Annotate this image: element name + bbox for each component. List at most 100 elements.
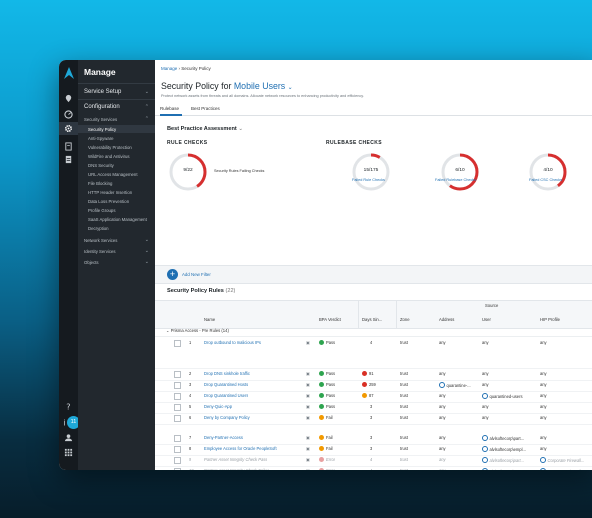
chevron-down-icon[interactable]: ⌄: [238, 126, 244, 132]
info-icon[interactable]: i: [62, 418, 68, 427]
table-row[interactable]: 10 Partner Asset Integrity Check Failed ▣ E…: [155, 466, 592, 470]
rule-name-link[interactable]: Drop Quarantined Hosts: [204, 382, 248, 387]
zone: trust: [400, 446, 408, 451]
sidebar-item-network-services[interactable]: Network Services: [84, 238, 118, 243]
main-content: Manage › Security Policy Security Policy…: [155, 60, 592, 470]
rule-name-link[interactable]: Partner Asset Integrity Check Failed: [204, 468, 269, 470]
column-bpa-verdict[interactable]: BPA Verdict: [319, 317, 341, 322]
row-checkbox[interactable]: [174, 446, 181, 453]
row-checkbox[interactable]: [174, 404, 181, 411]
table-row[interactable]: 7 Deny-Partner-Access ▣ Fail 3 trust any alvlso…: [155, 433, 592, 445]
add-filter-button[interactable]: +: [167, 269, 178, 280]
chevron-up-icon[interactable]: ⌃: [144, 104, 149, 110]
sidebar-item-http-header-insertion[interactable]: HTTP Header Insertion: [88, 190, 133, 195]
rule-name-link[interactable]: Deny-Quic-App: [204, 404, 232, 409]
bpa-verdict: Fail: [319, 415, 333, 420]
column-address[interactable]: Address: [439, 317, 455, 322]
table-row[interactable]: 4 Drop Quarantined Users ▣ Pass 87 trust any qu…: [155, 391, 592, 403]
failed-csc-checks-link[interactable]: Failed CSC Checks: [529, 178, 563, 182]
bpa-verdict: Pass: [319, 404, 335, 409]
chevron-down-icon[interactable]: ⌄: [144, 259, 149, 265]
chevron-down-icon[interactable]: ⌄: [144, 237, 149, 243]
table-row[interactable]: 3 Drop Quarantined Hosts ▣ Pass 259 trust quar…: [155, 380, 592, 392]
tab-rulebase[interactable]: Rulebase: [160, 106, 180, 111]
table-row[interactable]: 1 Drop outbound to malicious IPs ▣ Pass 4 tru…: [155, 338, 592, 369]
rule-name-link[interactable]: Deny-Partner-Access: [204, 435, 243, 440]
apps-grid-icon[interactable]: [64, 448, 73, 457]
sidebar-item-saas-app-management[interactable]: SaaS Application Management: [88, 217, 147, 222]
location-icon[interactable]: [64, 94, 73, 103]
sidebar-item-anti-spyware[interactable]: Anti-Spyware: [88, 136, 114, 141]
reports-icon[interactable]: [64, 155, 73, 164]
rule-name-link[interactable]: Employee Access for Oracle PeopleSoft: [204, 446, 277, 451]
row-checkbox[interactable]: [174, 393, 181, 400]
address: quarantine-...: [439, 382, 471, 388]
tab-best-practices[interactable]: Best Practices: [191, 106, 220, 111]
zone-text: trust: [400, 393, 408, 398]
rule-name-link-text: Drop DNS sinkhole traffic: [204, 371, 250, 376]
column-user[interactable]: User: [482, 317, 491, 322]
rule-number: 9: [189, 457, 191, 462]
table-row[interactable]: 5 Deny-Quic-App ▣ Pass 3 trust any any any: [155, 402, 592, 414]
scope-selector[interactable]: Mobile Users: [233, 81, 286, 91]
failed-rulebase-checks-link[interactable]: Failed Rulebase Checks: [435, 178, 477, 182]
column-days-since[interactable]: Days Sin...: [362, 317, 383, 322]
sidebar-item-data-loss-prevention[interactable]: Data Loss Prevention: [88, 199, 130, 204]
sidebar-item-url-access-management[interactable]: URL Access Management: [88, 172, 138, 177]
row-checkbox[interactable]: [174, 340, 181, 347]
table-row[interactable]: 6 Deny by Company Policy ▣ Fail 3 trust any any…: [155, 413, 592, 425]
sidebar-item-profile-groups[interactable]: Profile Groups: [88, 208, 116, 213]
notification-badge[interactable]: 11: [67, 416, 80, 429]
activity-icon[interactable]: [64, 142, 73, 151]
column-hip-profile[interactable]: HIP Profile: [540, 317, 560, 322]
rule-name-link[interactable]: Drop outbound to malicious IPs: [204, 340, 261, 345]
help-icon[interactable]: ?: [64, 402, 73, 411]
row-checkbox[interactable]: [174, 382, 181, 389]
dashboard-icon[interactable]: [64, 110, 73, 119]
row-checkbox[interactable]: [174, 457, 181, 464]
table-row[interactable]: 2 Drop DNS sinkhole traffic ▣ Pass 91 trust an…: [155, 369, 592, 381]
chevron-up-icon[interactable]: ⌃: [144, 116, 149, 122]
chevron-down-icon[interactable]: ⌄: [144, 248, 149, 254]
sidebar-item-wildfire-antivirus[interactable]: WildFire and Antivirus: [88, 154, 130, 159]
sidebar-item-security-services[interactable]: Security Services: [84, 117, 118, 122]
breadcrumb-link-manage[interactable]: Manage: [161, 66, 178, 71]
bpa-verdict-text: Error: [326, 457, 336, 462]
row-checkbox[interactable]: [174, 435, 181, 442]
sidebar-item-objects[interactable]: Objects: [84, 260, 99, 265]
column-name[interactable]: Name: [204, 317, 216, 322]
user: any: [482, 382, 489, 387]
table-row[interactable]: 8 Employee Access for Oracle PeopleSoft ▣ F…: [155, 444, 592, 456]
days-since-hit-text: 3: [370, 435, 373, 440]
sidebar-item-vulnerability-protection[interactable]: Vulnerability Protection: [88, 145, 132, 150]
user-icon[interactable]: [64, 433, 73, 442]
sidebar-item-configuration[interactable]: Configuration: [84, 104, 120, 110]
rule-name-link[interactable]: Partner Asset Integrity Check Pass: [204, 457, 267, 462]
rule-name-link[interactable]: Drop Quarantined Users: [204, 393, 248, 398]
row-checkbox[interactable]: [174, 468, 181, 470]
chevron-down-icon[interactable]: ⌄: [144, 89, 149, 95]
icon-rail: ? i 11: [59, 60, 80, 470]
table-row[interactable]: 9 Partner Asset Integrity Check Pass ▣ Erro…: [155, 455, 592, 467]
add-filter-label[interactable]: Add New Filter: [182, 272, 211, 277]
failed-rule-checks-link[interactable]: Failed Rule Checks: [352, 178, 385, 182]
sidebar-item-security-policy[interactable]: Security Policy: [88, 127, 117, 132]
bpa-verdict-text: Fail: [326, 435, 333, 440]
rule-group-row[interactable]: ⌄ Prisma Access - Pre Rules (14): [155, 327, 592, 337]
sidebar-item-service-setup[interactable]: Service Setup: [84, 89, 122, 95]
manage-nav-active[interactable]: [59, 122, 78, 135]
hip-profile: Corporate Firewall...: [540, 468, 584, 470]
sidebar-item-identity-services[interactable]: Identity Services: [84, 249, 116, 254]
bpa-title[interactable]: Best Practice Assessment ⌄: [167, 126, 243, 132]
row-checkbox[interactable]: [174, 415, 181, 422]
sidebar-item-decryption[interactable]: Decryption: [88, 226, 109, 231]
row-checkbox[interactable]: [174, 371, 181, 378]
divider: [78, 99, 155, 100]
address-text: any: [439, 393, 446, 398]
sidebar-item-file-blocking[interactable]: File Blocking: [88, 181, 113, 186]
sidebar-item-dns-security[interactable]: DNS Security: [88, 163, 114, 168]
rule-name-link[interactable]: Deny by Company Policy: [204, 415, 250, 420]
rule-name-link[interactable]: Drop DNS sinkhole traffic: [204, 371, 250, 376]
chevron-down-icon[interactable]: ⌄: [287, 85, 293, 91]
column-zone[interactable]: Zone: [400, 317, 410, 322]
